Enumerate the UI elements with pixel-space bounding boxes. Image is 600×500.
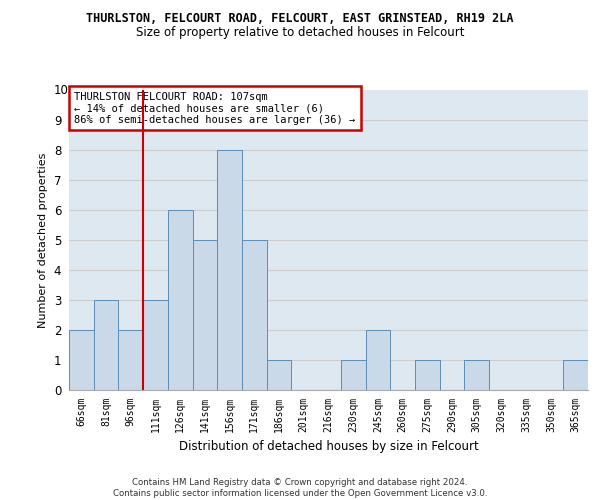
Bar [69, 330, 94, 390]
Bar [143, 300, 168, 390]
Bar [563, 360, 588, 390]
X-axis label: Distribution of detached houses by size in Felcourt: Distribution of detached houses by size … [179, 440, 478, 453]
Bar [415, 360, 440, 390]
Text: Contains HM Land Registry data © Crown copyright and database right 2024.
Contai: Contains HM Land Registry data © Crown c… [113, 478, 487, 498]
Y-axis label: Number of detached properties: Number of detached properties [38, 152, 49, 328]
Bar [365, 330, 390, 390]
Bar [242, 240, 267, 390]
Bar [168, 210, 193, 390]
Bar [267, 360, 292, 390]
Bar [193, 240, 217, 390]
Bar [118, 330, 143, 390]
Text: Size of property relative to detached houses in Felcourt: Size of property relative to detached ho… [136, 26, 464, 39]
Bar [94, 300, 118, 390]
Bar [217, 150, 242, 390]
Bar [464, 360, 489, 390]
Text: THURLSTON FELCOURT ROAD: 107sqm
← 14% of detached houses are smaller (6)
86% of : THURLSTON FELCOURT ROAD: 107sqm ← 14% of… [74, 92, 355, 124]
Bar [341, 360, 365, 390]
Text: 10: 10 [54, 84, 69, 96]
Text: THURLSTON, FELCOURT ROAD, FELCOURT, EAST GRINSTEAD, RH19 2LA: THURLSTON, FELCOURT ROAD, FELCOURT, EAST… [86, 12, 514, 26]
